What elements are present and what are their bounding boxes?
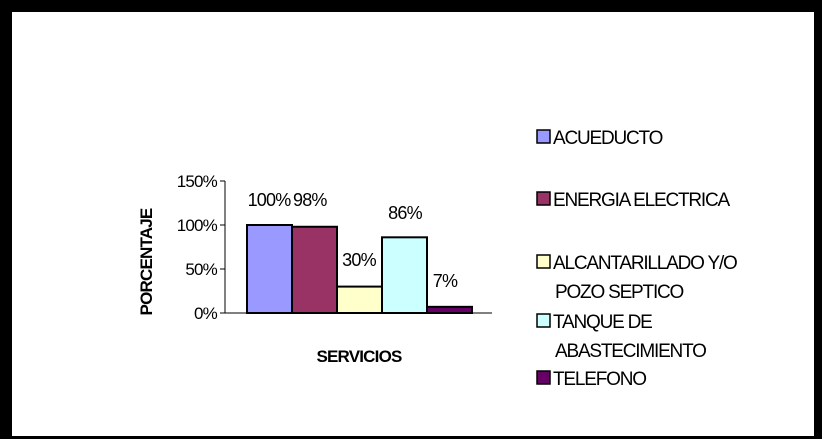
legend-label: POZO SEPTICO xyxy=(555,282,684,303)
legend-swatch xyxy=(536,370,551,385)
legend-label: TANQUE DE xyxy=(553,312,652,333)
bar xyxy=(246,224,293,314)
legend: ACUEDUCTO ENERGIA ELECTRICA ALCANTARILLADO… xyxy=(536,128,738,390)
y-tick-label: 100% xyxy=(177,216,218,235)
data-label: 86% xyxy=(388,203,422,223)
data-label: 30% xyxy=(342,250,376,270)
x-axis-title: SERVICIOS xyxy=(316,347,402,366)
plot-area: 0%50%100%150%100% 98%30%86%7% xyxy=(177,172,492,323)
legend-label: TELEFONO xyxy=(553,369,646,390)
legend-label: ACUEDUCTO xyxy=(553,128,663,149)
y-tick-label: 150% xyxy=(177,172,218,191)
y-tick-label: 50% xyxy=(185,260,217,279)
legend-label: ENERGIA ELECTRICA xyxy=(553,190,731,211)
y-axis-title: PORCENTAJE xyxy=(137,208,156,315)
data-label: 98% xyxy=(293,190,327,210)
legend-label: ABASTECIMIENTO xyxy=(555,341,706,362)
legend-label: ALCANTARILLADO Y/O xyxy=(553,253,737,274)
bar xyxy=(336,285,383,315)
bar xyxy=(426,305,473,314)
legend-swatch xyxy=(536,129,551,144)
bar xyxy=(381,236,428,315)
bar xyxy=(291,225,338,314)
data-label: 100% xyxy=(248,190,292,210)
y-tick-label: 0% xyxy=(194,304,218,323)
legend-swatch xyxy=(536,313,551,328)
legend-swatch xyxy=(536,191,551,206)
legend-swatch xyxy=(536,254,551,269)
data-label: 7% xyxy=(433,271,458,291)
